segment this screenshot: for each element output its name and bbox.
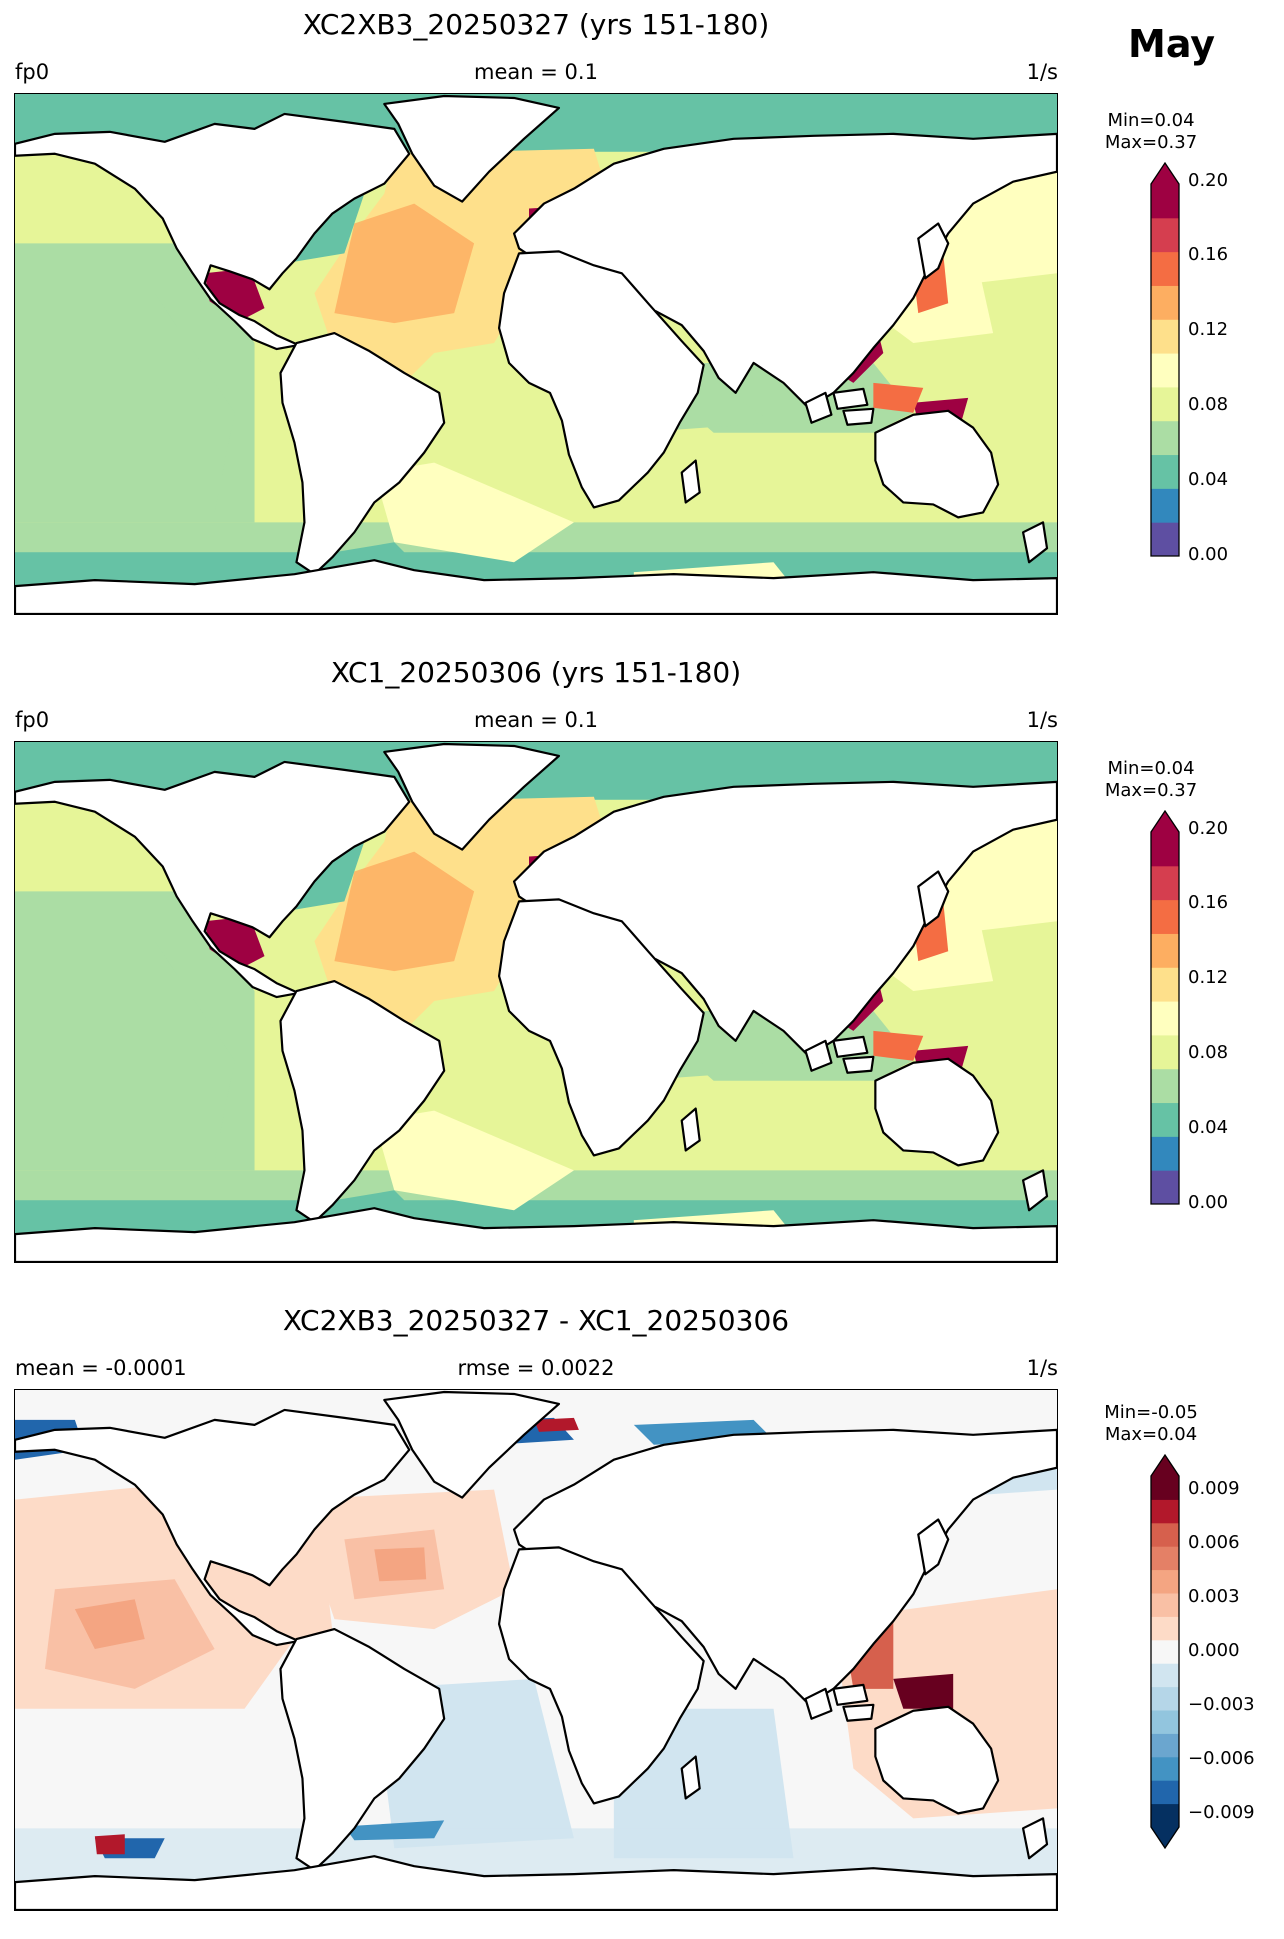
panel-3-title: XC2XB3_20250327 - XC1_20250306 — [282, 1304, 790, 1337]
panel-1-title: XC2XB3_20250327 (yrs 151-180) — [302, 8, 770, 41]
colorbar-segment — [1151, 386, 1179, 422]
colorbar-segment — [1151, 285, 1179, 320]
colorbar-segment — [1151, 1639, 1179, 1664]
panel-2-map — [14, 741, 1058, 1263]
panel-2-colorbar — [1150, 809, 1180, 1205]
panel-1-map — [14, 93, 1058, 615]
colorbar-segment — [1151, 1663, 1179, 1688]
colorbar-segment — [1151, 420, 1179, 456]
colorbar-segment — [1151, 184, 1179, 219]
panel-2-units: 1/s — [1026, 708, 1058, 732]
colorbar-extend-min — [1151, 1827, 1179, 1848]
panel-2-colorbar-tick: 0.16 — [1188, 892, 1229, 913]
panel-1-colorbar-tick: 0.20 — [1188, 170, 1229, 191]
colorbar-outline — [1150, 1453, 1180, 1850]
panel-3-max: Max=0.04 — [1104, 1424, 1198, 1445]
panel-1-colorbar-tick: 0.12 — [1188, 319, 1229, 340]
panel-2-title: XC1_20250306 (yrs 151-180) — [330, 656, 742, 689]
colorbar-segment — [1151, 1616, 1179, 1641]
colorbar-segment — [1151, 353, 1179, 388]
colorbar-segment — [1151, 899, 1179, 934]
colorbar-segment — [1151, 1034, 1179, 1070]
panel-2-variable: fp0 — [15, 708, 50, 732]
colorbar-outline — [1150, 161, 1180, 557]
panel-2-mean: mean = 0.1 — [474, 708, 598, 732]
month-label: May — [1128, 22, 1216, 66]
panel-3-colorbar — [1150, 1453, 1180, 1850]
panel-3-min: Min=-0.05 — [1104, 1402, 1198, 1423]
panel-1-colorbar-tick: 0.16 — [1188, 244, 1229, 265]
colorbar-segment — [1151, 1593, 1179, 1617]
panel-3-rmse: rmse = 0.0022 — [457, 1356, 615, 1380]
panel-3-colorbar-tick: 0.006 — [1188, 1532, 1240, 1553]
colorbar-segment — [1151, 1710, 1179, 1734]
colorbar-segment — [1151, 1499, 1179, 1524]
colorbar-segment — [1151, 1756, 1179, 1781]
colorbar-segment — [1151, 454, 1179, 489]
colorbar-segment — [1151, 522, 1179, 557]
panel-1-mean: mean = 0.1 — [474, 60, 598, 84]
panel-3-map — [14, 1389, 1058, 1911]
panel-2-min: Min=0.04 — [1107, 758, 1195, 779]
panel-2-colorbar-tick: 0.08 — [1188, 1042, 1229, 1063]
panel-3-colorbar-tick: −0.006 — [1188, 1748, 1255, 1769]
panel-2-colorbar-tick: 0.20 — [1188, 818, 1229, 839]
colorbar-extend-max — [1151, 163, 1179, 184]
colorbar-segment — [1151, 1522, 1179, 1547]
colorbar-segment — [1151, 1569, 1179, 1594]
colorbar-segment — [1151, 1803, 1179, 1828]
panel-1-min: Min=0.04 — [1107, 110, 1195, 131]
panel-3-units: 1/s — [1026, 1356, 1058, 1380]
panel-1-colorbar-tick: 0.00 — [1188, 544, 1229, 565]
panel-1-colorbar — [1150, 161, 1180, 557]
colorbar-segment — [1151, 832, 1179, 867]
colorbar-segment — [1151, 1686, 1179, 1711]
panel-1-units: 1/s — [1026, 60, 1058, 84]
colorbar-segment — [1151, 1476, 1179, 1500]
panel-1-colorbar-tick: 0.08 — [1188, 394, 1229, 415]
panel-3-colorbar-tick: −0.009 — [1188, 1802, 1255, 1823]
panel-1-colorbar-tick: 0.04 — [1188, 469, 1229, 490]
colorbar-extend-max — [1151, 811, 1179, 832]
colorbar-segment — [1151, 1546, 1179, 1571]
colorbar-segment — [1151, 1102, 1179, 1137]
colorbar-segment — [1151, 967, 1179, 1002]
panel-1-variable: fp0 — [15, 60, 50, 84]
colorbar-segment — [1151, 933, 1179, 968]
colorbar-segment — [1151, 1068, 1179, 1104]
colorbar-segment — [1151, 488, 1179, 523]
panel-3-mean: mean = -0.0001 — [15, 1356, 187, 1380]
colorbar-segment — [1151, 1733, 1179, 1758]
panel-3-colorbar-tick: −0.003 — [1188, 1694, 1255, 1715]
colorbar-segment — [1151, 1170, 1179, 1205]
colorbar-segment — [1151, 1780, 1179, 1805]
panel-1-max: Max=0.37 — [1104, 132, 1198, 153]
panel-2-colorbar-tick: 0.12 — [1188, 967, 1229, 988]
panel-2-colorbar-tick: 0.04 — [1188, 1117, 1229, 1138]
colorbar-segment — [1151, 217, 1179, 253]
colorbar-outline — [1150, 809, 1180, 1205]
panel-2-max: Max=0.37 — [1104, 780, 1198, 801]
colorbar-extend-max — [1151, 1455, 1179, 1476]
panel-3-colorbar-tick: 0.000 — [1188, 1640, 1240, 1661]
colorbar-segment — [1151, 251, 1179, 286]
colorbar-segment — [1151, 865, 1179, 901]
panel-3-colorbar-tick: 0.003 — [1188, 1586, 1240, 1607]
panel-2-colorbar-tick: 0.00 — [1188, 1192, 1229, 1213]
colorbar-segment — [1151, 319, 1179, 354]
panel-3-colorbar-tick: 0.009 — [1188, 1478, 1240, 1499]
colorbar-segment — [1151, 1136, 1179, 1171]
colorbar-segment — [1151, 1001, 1179, 1036]
